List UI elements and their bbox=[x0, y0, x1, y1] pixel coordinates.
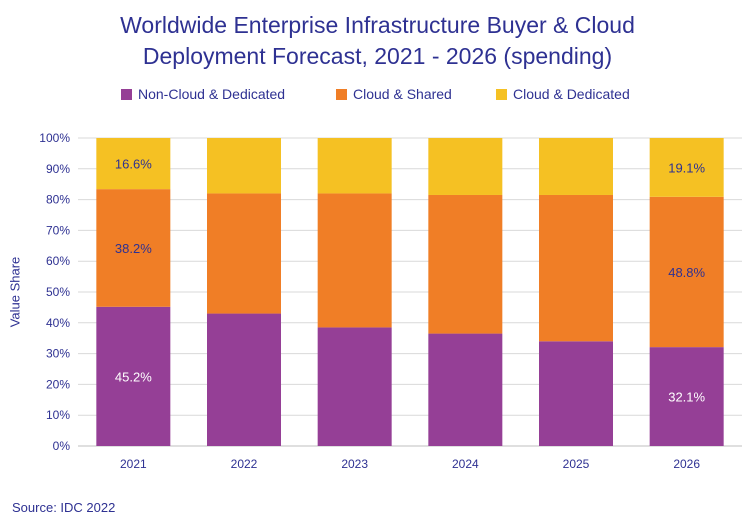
bar-segment bbox=[96, 138, 171, 190]
y-tick-label: 40% bbox=[46, 316, 70, 330]
data-label: 38.2% bbox=[115, 241, 152, 256]
y-tick-label: 20% bbox=[46, 377, 70, 391]
x-tick-label: 2023 bbox=[341, 457, 368, 471]
chart-title-line-1: Worldwide Enterprise Infrastructure Buye… bbox=[120, 12, 635, 38]
bar-segment bbox=[207, 138, 281, 194]
y-tick-label: 90% bbox=[46, 162, 70, 176]
y-tick-label: 80% bbox=[46, 193, 70, 207]
bar-segment bbox=[96, 306, 171, 446]
x-tick-label: 2021 bbox=[120, 457, 147, 471]
y-tick-label: 0% bbox=[53, 439, 71, 453]
legend-item-cloud-shared: Cloud & Shared bbox=[336, 86, 452, 102]
data-label: 48.8% bbox=[668, 265, 705, 280]
bar-segment bbox=[207, 313, 281, 446]
legend-item-non-cloud-dedicated: Non-Cloud & Dedicated bbox=[121, 86, 285, 102]
bar-segment bbox=[317, 138, 392, 194]
legend-item-cloud-dedicated: Cloud & Dedicated bbox=[496, 86, 630, 102]
data-label: 45.2% bbox=[115, 369, 152, 384]
bar-segment bbox=[649, 196, 724, 348]
x-tick-label: 2026 bbox=[673, 457, 700, 471]
y-tick-label: 60% bbox=[46, 254, 70, 268]
data-label: 19.1% bbox=[668, 160, 705, 175]
data-label: 32.1% bbox=[668, 390, 705, 405]
legend-label-cloud-dedicated: Cloud & Dedicated bbox=[513, 86, 630, 102]
legend-swatch-cloud-dedicated bbox=[496, 88, 507, 100]
bar-segment bbox=[317, 193, 392, 328]
chart-legend: Non-Cloud & Dedicated Cloud & Shared Clo… bbox=[0, 86, 755, 108]
y-tick-label: 30% bbox=[46, 347, 70, 361]
bar-segment bbox=[539, 341, 613, 446]
legend-swatch-non-cloud-dedicated bbox=[121, 88, 132, 100]
bar-segment bbox=[428, 333, 503, 446]
bar-segment bbox=[207, 193, 281, 314]
x-tick-label: 2024 bbox=[452, 457, 479, 471]
bar-segment bbox=[96, 189, 171, 307]
y-tick-label: 50% bbox=[46, 285, 70, 299]
x-tick-label: 2025 bbox=[563, 457, 590, 471]
y-tick-label: 10% bbox=[46, 408, 70, 422]
source-note: Source: IDC 2022 bbox=[12, 500, 116, 515]
data-label: 16.6% bbox=[115, 157, 152, 172]
bar-segment bbox=[317, 327, 392, 446]
chart-title-line-2: Deployment Forecast, 2021 - 2026 (spendi… bbox=[142, 43, 613, 69]
bar-segment bbox=[539, 194, 613, 342]
y-tick-label: 70% bbox=[46, 223, 70, 237]
y-tick-label: 100% bbox=[39, 131, 70, 145]
bar-segment bbox=[649, 138, 724, 197]
bar-segment bbox=[649, 347, 724, 446]
legend-swatch-cloud-shared bbox=[336, 88, 347, 100]
bar-segment bbox=[428, 194, 503, 334]
legend-label-non-cloud-dedicated: Non-Cloud & Dedicated bbox=[138, 86, 286, 102]
chart-title: Worldwide Enterprise Infrastructure Buye… bbox=[0, 10, 755, 72]
bar-segment bbox=[539, 138, 613, 195]
x-tick-label: 2022 bbox=[231, 457, 258, 471]
legend-label-cloud-shared: Cloud & Shared bbox=[353, 86, 452, 102]
bar-segment bbox=[428, 138, 503, 195]
